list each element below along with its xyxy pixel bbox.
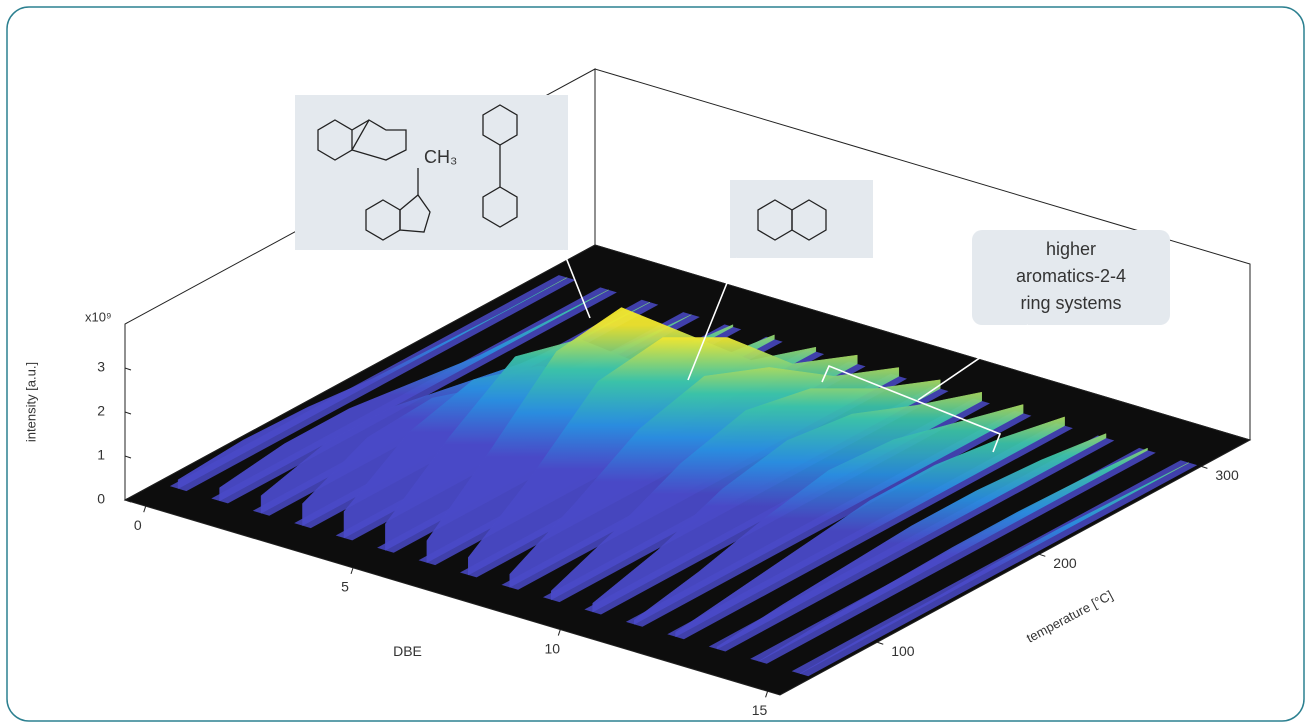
bracket — [821, 364, 1002, 453]
ridge — [633, 404, 1024, 625]
x-tick — [557, 629, 561, 636]
molecule — [791, 199, 827, 241]
molecule — [482, 186, 518, 228]
ridge — [799, 462, 1190, 674]
callout-naphthalene — [687, 180, 873, 381]
y-tick — [1201, 465, 1208, 469]
leader-line — [562, 249, 591, 319]
ridge — [177, 277, 568, 490]
callout-text: higher — [1046, 239, 1096, 259]
molecule — [399, 194, 431, 233]
y-tick-label: 200 — [1053, 555, 1077, 571]
callout-text: aromatics-2-4 — [1016, 266, 1126, 286]
z-tick — [124, 411, 132, 415]
z-tick-label: 0 — [97, 491, 105, 507]
callout-box — [295, 95, 568, 250]
leader-line — [917, 324, 1029, 401]
callout-higher-aromatics: higher aromatics-2-4 ring systems — [821, 230, 1170, 453]
z-multiplier: x10⁹ — [85, 309, 112, 324]
molecule — [351, 119, 370, 131]
z-tick — [124, 499, 132, 503]
callout-box — [730, 180, 873, 258]
ridge — [716, 433, 1107, 650]
y-tick — [1039, 553, 1046, 557]
plot: 0 1 2 3 x10⁹ intensity [a.u.] 0 5 10 15 DBE 100 200 3… — [23, 68, 1252, 718]
x-axis-label: DBE — [393, 643, 422, 659]
y-tick-label: 300 — [1215, 467, 1239, 483]
x-tick — [143, 506, 147, 513]
ridge — [758, 447, 1148, 662]
z-tick — [124, 455, 132, 459]
ridge — [675, 416, 1065, 638]
callout-box — [972, 230, 1170, 325]
callout-small-aromatics: CH₃ — [295, 95, 591, 319]
x-tick — [765, 691, 769, 698]
x-tick — [350, 567, 354, 575]
y-tick-label: 100 — [891, 643, 915, 659]
leader-line — [687, 257, 738, 381]
molecule — [351, 119, 407, 161]
z-tick-label: 2 — [97, 403, 105, 419]
x-tick-label: 0 — [134, 517, 142, 533]
z-axis-label: intensity [a.u.] — [23, 362, 38, 442]
z-tick-label: 3 — [97, 359, 105, 375]
z-tick-label: 1 — [97, 447, 105, 463]
z-tick — [124, 367, 132, 371]
callout-text: ring systems — [1020, 293, 1121, 313]
x-tick-label: 10 — [544, 640, 560, 656]
methyl-label: CH₃ — [424, 147, 457, 167]
y-tick — [877, 641, 884, 645]
x-tick-label: 15 — [752, 702, 768, 718]
x-tick-label: 5 — [341, 579, 349, 595]
